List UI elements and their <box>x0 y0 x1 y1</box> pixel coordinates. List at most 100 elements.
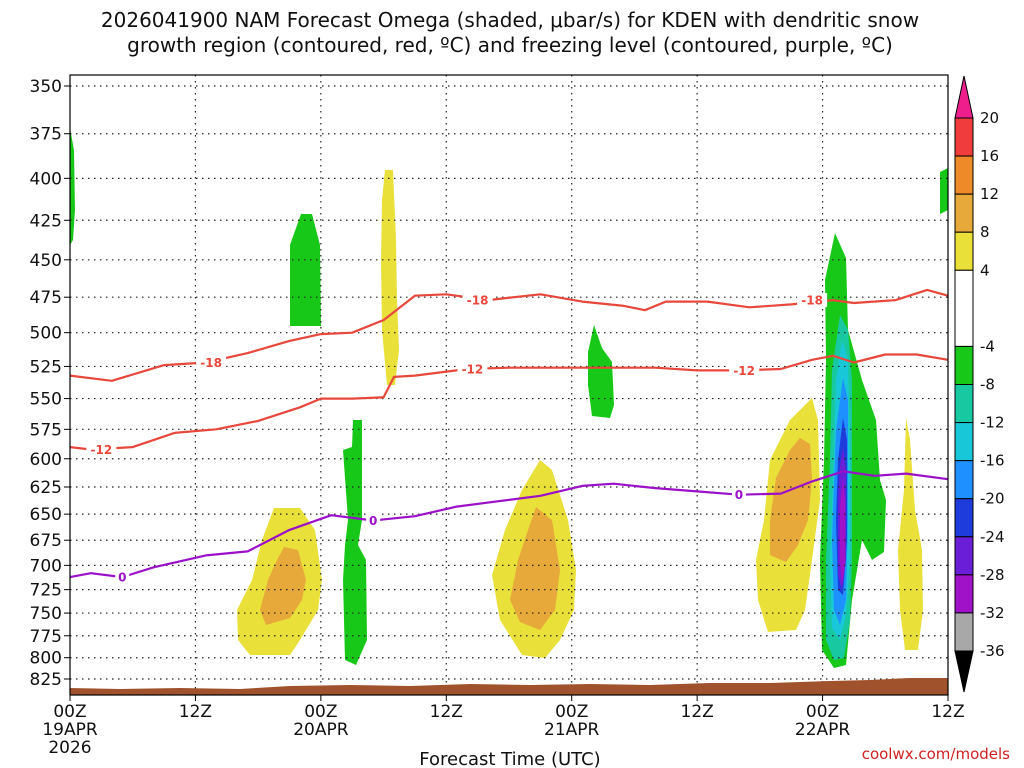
colorbar-arrow-bottom <box>954 650 974 693</box>
colorbar-band-11 <box>954 536 974 576</box>
colorbar-band-7 <box>954 384 974 424</box>
contour-label-2-0: 0 <box>118 571 126 585</box>
contour-line-0 <box>69 288 949 382</box>
omega-shading <box>70 128 948 668</box>
y-tick-label-700: 700 <box>30 556 62 576</box>
chart-title-line-1: 2026041900 NAM Forecast Omega (shaded, μ… <box>101 8 919 32</box>
colorbar: 20 16 12 8 4 -4 -8 -12 -16 -20 -24 -28 -32 -36 <box>954 75 1005 693</box>
colorbar-label--16: -16 <box>980 452 1005 470</box>
colorbar-arrow-top <box>954 75 974 119</box>
temperature-contours: -18 -18 -18 -12 -12 -12 0 0 0 <box>69 288 949 585</box>
colorbar-band-9 <box>954 460 974 500</box>
x-tick-label-24: 00Z <box>304 702 337 722</box>
colorbar-label--24: -24 <box>980 528 1005 546</box>
omega-cell-orange <box>770 438 812 562</box>
y-tick-label-650: 650 <box>30 505 62 525</box>
y-tick-label-750: 750 <box>30 604 62 624</box>
colorbar-label-20: 20 <box>980 109 999 127</box>
contour-label-bg-2-1 <box>366 513 381 528</box>
colorbar-band-10 <box>954 498 974 538</box>
omega-cell-orange <box>260 547 306 625</box>
colorbar-label-12: 12 <box>980 185 999 203</box>
contour-label-2-1: 0 <box>369 514 377 528</box>
contour-label-1-0: -12 <box>91 443 113 457</box>
colorbar-label--20: -20 <box>980 490 1005 508</box>
colorbar-label-8: 8 <box>980 223 990 241</box>
colorbar-label-4: 4 <box>980 261 990 279</box>
y-tick-label-600: 600 <box>30 450 62 470</box>
y-tick-label-625: 625 <box>30 478 62 498</box>
contour-label-0-0: -18 <box>200 356 222 370</box>
colorbar-label--36: -36 <box>980 642 1005 660</box>
colorbar-band-13 <box>954 612 974 652</box>
colorbar-label-16: 16 <box>980 147 999 165</box>
y-axis: 350 375 400 425 450 475 500 525 550 575 600 625 650 6… <box>30 77 70 690</box>
contour-line-2 <box>69 470 949 579</box>
y-tick-label-775: 775 <box>30 627 62 647</box>
colorbar-band-12 <box>954 574 974 614</box>
y-tick-label-500: 500 <box>30 324 62 344</box>
y-tick-label-825: 825 <box>30 670 62 690</box>
omega-cell-orange <box>510 507 560 630</box>
y-tick-label-475: 475 <box>30 288 62 308</box>
omega-cell-green <box>290 214 321 326</box>
y-tick-label-425: 425 <box>30 211 62 231</box>
contour-line-1 <box>69 353 949 451</box>
contour-label-bg-0-1 <box>462 293 493 308</box>
y-tick-label-375: 375 <box>30 125 62 145</box>
y-tick-label-550: 550 <box>30 390 62 410</box>
y-tick-label-450: 450 <box>30 251 62 271</box>
omega-cell-yellow <box>381 170 399 385</box>
colorbar-label--4: -4 <box>980 337 995 355</box>
x-year-label: 2026 <box>48 738 91 758</box>
colorbar-band-5 <box>954 269 974 347</box>
contour-label-bg-2-0 <box>115 570 130 585</box>
colorbar-label--32: -32 <box>980 604 1005 622</box>
colorbar-band-3 <box>954 193 974 233</box>
colorbar-band-8 <box>954 422 974 462</box>
terrain-ground <box>70 678 948 695</box>
contour-label-bg-1-2 <box>729 363 760 378</box>
omega-cell-purple <box>840 478 845 585</box>
x-date-label-0: 19APR <box>42 720 98 740</box>
omega-cell-green <box>70 128 75 245</box>
contour-label-0-1: -18 <box>467 294 489 308</box>
omega-cell-yellow <box>898 418 923 650</box>
x-tick-label-60: 12Z <box>681 702 714 722</box>
y-tick-label-800: 800 <box>30 649 62 669</box>
ground-surface <box>70 678 948 695</box>
x-tick-label-0: 00Z <box>53 702 86 722</box>
contour-label-1-2: -12 <box>733 364 755 378</box>
y-tick-label-725: 725 <box>30 581 62 601</box>
contour-label-0-2: -18 <box>801 294 823 308</box>
y-tick-label-525: 525 <box>30 357 62 377</box>
x-tick-label-36: 12Z <box>430 702 463 722</box>
colorbar-band-1 <box>954 117 974 157</box>
x-axis-title: Forecast Time (UTC) <box>419 749 600 768</box>
x-tick-label-48: 00Z <box>555 702 588 722</box>
y-tick-label-400: 400 <box>30 169 62 189</box>
colorbar-label--12: -12 <box>980 414 1005 432</box>
x-date-label-48: 21APR <box>544 720 600 740</box>
contour-label-1-1: -12 <box>462 363 484 377</box>
x-tick-label-84: 12Z <box>931 702 964 722</box>
contour-label-2-2: 0 <box>735 488 743 502</box>
colorbar-band-4 <box>954 231 974 271</box>
y-tick-label-575: 575 <box>30 420 62 440</box>
contour-label-bg-1-1 <box>457 362 488 377</box>
colorbar-label--28: -28 <box>980 566 1005 584</box>
contour-label-bg-0-0 <box>196 355 227 370</box>
colorbar-band-6 <box>954 345 974 385</box>
y-tick-label-675: 675 <box>30 531 62 551</box>
contour-label-bg-1-0 <box>86 442 117 457</box>
credit-link[interactable]: coolwx.com/models <box>862 745 1010 763</box>
omega-cell-green <box>940 168 948 214</box>
contour-label-bg-2-2 <box>731 487 746 502</box>
omega-cell-green <box>343 420 367 665</box>
y-tick-label-350: 350 <box>30 77 62 97</box>
contour-label-bg-0-2 <box>797 293 828 308</box>
x-tick-label-12: 12Z <box>179 702 212 722</box>
colorbar-label--8: -8 <box>980 376 995 394</box>
colorbar-band-2 <box>954 155 974 195</box>
